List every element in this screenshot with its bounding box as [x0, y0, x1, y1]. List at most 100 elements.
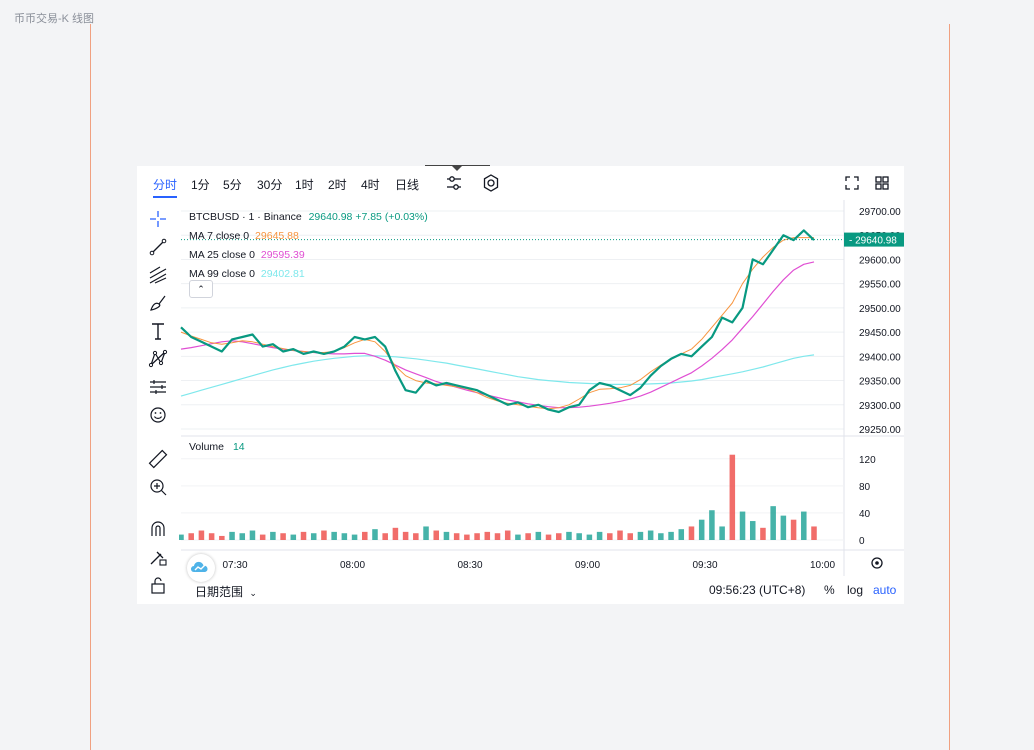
- volume-bar: [372, 529, 378, 540]
- last-price-badge: [844, 232, 904, 247]
- legend-ma7[interactable]: MA 7 close 0 29645.88: [189, 227, 428, 246]
- date-range-label: 日期范围: [195, 585, 244, 599]
- legend-ma99[interactable]: MA 99 close 0 29402.81: [189, 265, 428, 284]
- volume-bar: [382, 533, 388, 540]
- price-tick-label: 29300.00: [859, 401, 901, 412]
- time-tick-label: 08:30: [457, 560, 482, 571]
- volume-bar: [596, 531, 603, 540]
- percent-scale-toggle[interactable]: %: [824, 583, 835, 597]
- volume-bar: [780, 515, 787, 540]
- series-line-3: [180, 354, 815, 397]
- time-tick-label: 09:30: [692, 560, 717, 571]
- magnet-icon[interactable]: [147, 518, 169, 540]
- lock-drawing-icon[interactable]: [147, 546, 169, 568]
- chart-settings-gear-icon[interactable]: [481, 173, 501, 193]
- ma99-value: 29402.81: [260, 268, 305, 280]
- volume-bar: [688, 526, 695, 540]
- volume-bar: [545, 534, 552, 540]
- legend-change: +7.85: [355, 211, 382, 223]
- volume-bar: [198, 530, 205, 540]
- indicator-settings-icon[interactable]: [444, 173, 464, 193]
- volume-bar: [249, 530, 256, 540]
- price-tick-label: 29350.00: [859, 377, 901, 388]
- volume-bar: [678, 529, 685, 540]
- timeframe-tick[interactable]: 分时: [153, 178, 178, 198]
- page-title: 币币交易-K 线图: [14, 13, 95, 25]
- crosshair-icon[interactable]: [147, 208, 169, 230]
- volume-bar: [443, 531, 450, 540]
- trend-line-icon[interactable]: [147, 236, 169, 258]
- emoji-icon[interactable]: [147, 404, 169, 426]
- guide-line-right: [949, 24, 950, 750]
- volume-bar: [749, 521, 756, 540]
- volume-value: 14: [232, 441, 245, 453]
- price-tick-label: 29400.00: [859, 352, 901, 363]
- brush-icon[interactable]: [147, 292, 169, 314]
- fib-channel-icon[interactable]: [147, 264, 169, 286]
- volume-bar: [219, 535, 225, 540]
- timeframe-1d[interactable]: 日线: [395, 178, 420, 192]
- volume-bar: [811, 526, 817, 540]
- volume-bar: [474, 533, 480, 540]
- tradingview-logo[interactable]: [187, 554, 215, 582]
- volume-bar: [566, 531, 572, 540]
- volume-bar: [300, 531, 307, 540]
- volume-bar: [617, 530, 623, 540]
- time-tick-label: 09:00: [575, 560, 600, 571]
- volume-bar: [178, 534, 184, 540]
- timeframe-1m[interactable]: 1分: [191, 178, 210, 192]
- unlock-icon[interactable]: [147, 574, 169, 596]
- top-toolbar: 分时 1分 5分 30分 1时 2时 4时 日线: [137, 165, 904, 200]
- log-scale-toggle[interactable]: log: [847, 583, 864, 597]
- series-line-0: [180, 229, 815, 414]
- legend-ma25[interactable]: MA 25 close 0 29595.39: [189, 246, 428, 265]
- text-tool-icon[interactable]: [147, 320, 169, 342]
- time-tick-label: 10:00: [810, 560, 835, 571]
- volume-bar: [362, 531, 368, 540]
- ruler-icon[interactable]: [147, 448, 169, 470]
- volume-bar: [729, 454, 736, 540]
- chart-area[interactable]: 29700.0029650.0029600.0029550.0029500.00…: [178, 200, 904, 604]
- time-tick-label: 07:30: [222, 560, 247, 571]
- timeframe-2h[interactable]: 2时: [328, 178, 347, 192]
- timeframe-30m[interactable]: 30分: [257, 178, 283, 192]
- timeframe-1h[interactable]: 1时: [295, 178, 314, 192]
- volume-legend: Volume 14: [189, 441, 245, 453]
- drag-handle[interactable]: [425, 165, 490, 166]
- price-tick-label: 29450.00: [859, 328, 901, 339]
- legend-change-pct: (+0.03%): [384, 211, 428, 223]
- fullscreen-icon[interactable]: [842, 173, 862, 193]
- chart-widget: 分时 1分 5分 30分 1时 2时 4时 日线: [137, 165, 904, 604]
- volume-bar: [586, 534, 593, 540]
- timeframe-4h[interactable]: 4时: [361, 178, 380, 192]
- ma7-label: MA 7 close 0: [189, 230, 250, 242]
- price-chart-svg[interactable]: 29700.0029650.0029600.0029550.0029500.00…: [178, 200, 904, 604]
- volume-bar: [647, 530, 654, 540]
- date-range-button[interactable]: 日期范围 ⌄: [195, 583, 257, 600]
- volume-bar: [607, 533, 613, 540]
- timeframe-5m[interactable]: 5分: [223, 178, 242, 192]
- price-tick-label: 29500.00: [859, 304, 901, 315]
- auto-scale-toggle[interactable]: auto: [873, 583, 897, 597]
- volume-bar: [351, 534, 358, 540]
- legend-collapse-button[interactable]: ⌃: [189, 280, 213, 298]
- volume-bar: [270, 531, 276, 540]
- clock-timezone[interactable]: 09:56:23 (UTC+8): [709, 583, 806, 597]
- zoom-in-icon[interactable]: [147, 476, 169, 498]
- volume-bar: [280, 533, 286, 540]
- forecast-tool-icon[interactable]: [147, 376, 169, 398]
- volume-bar: [208, 533, 215, 540]
- volume-bar: [555, 533, 562, 540]
- last-price-label: - 29640.98: [849, 236, 897, 247]
- volume-bar: [239, 533, 246, 540]
- chevron-down-icon: ⌄: [249, 588, 257, 598]
- pattern-tool-icon[interactable]: [147, 348, 169, 370]
- drag-handle-notch: [452, 166, 462, 171]
- volume-bar: [310, 533, 317, 540]
- volume-bar: [290, 534, 297, 540]
- axis-settings-gear-icon[interactable]: [871, 557, 883, 569]
- layout-grid-icon[interactable]: [872, 173, 892, 193]
- ma25-label: MA 25 close 0: [189, 249, 255, 261]
- volume-bar: [423, 526, 429, 540]
- volume-bar: [229, 531, 235, 540]
